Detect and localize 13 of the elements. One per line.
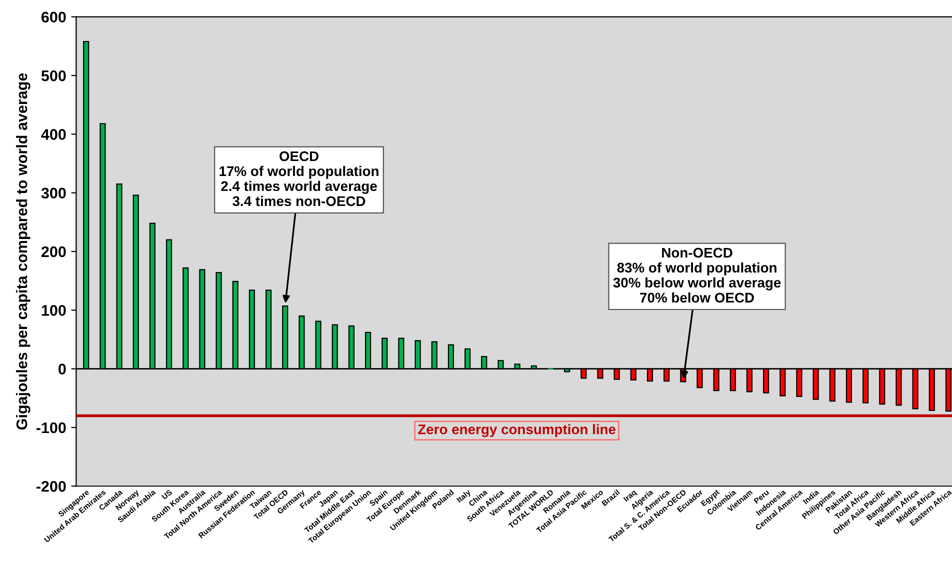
- y-tick-label: 500: [41, 70, 66, 82]
- y-tick-label: 300: [41, 188, 66, 199]
- y-tick-label: 200: [41, 246, 66, 258]
- y-tick-label: 400: [41, 129, 66, 140]
- annotation: OECD 17% of world population 2.4 times world average 3.4 times non-OECD: [220, 151, 378, 206]
- y-tick-label: 0: [58, 364, 66, 374]
- y-axis-title: Gigajoules per capita compared to world average: [16, 73, 30, 430]
- y-tick-label: -200: [36, 481, 66, 492]
- annotation: Non-OECD 83% of world population 30% below world average 70% below OECD: [613, 248, 781, 303]
- y-tick-label: 100: [42, 305, 66, 316]
- y-tick-label: -100: [36, 422, 66, 434]
- ref-line-label: Zero energy consumption line: [418, 424, 616, 438]
- y-tick-label: 600: [42, 12, 66, 23]
